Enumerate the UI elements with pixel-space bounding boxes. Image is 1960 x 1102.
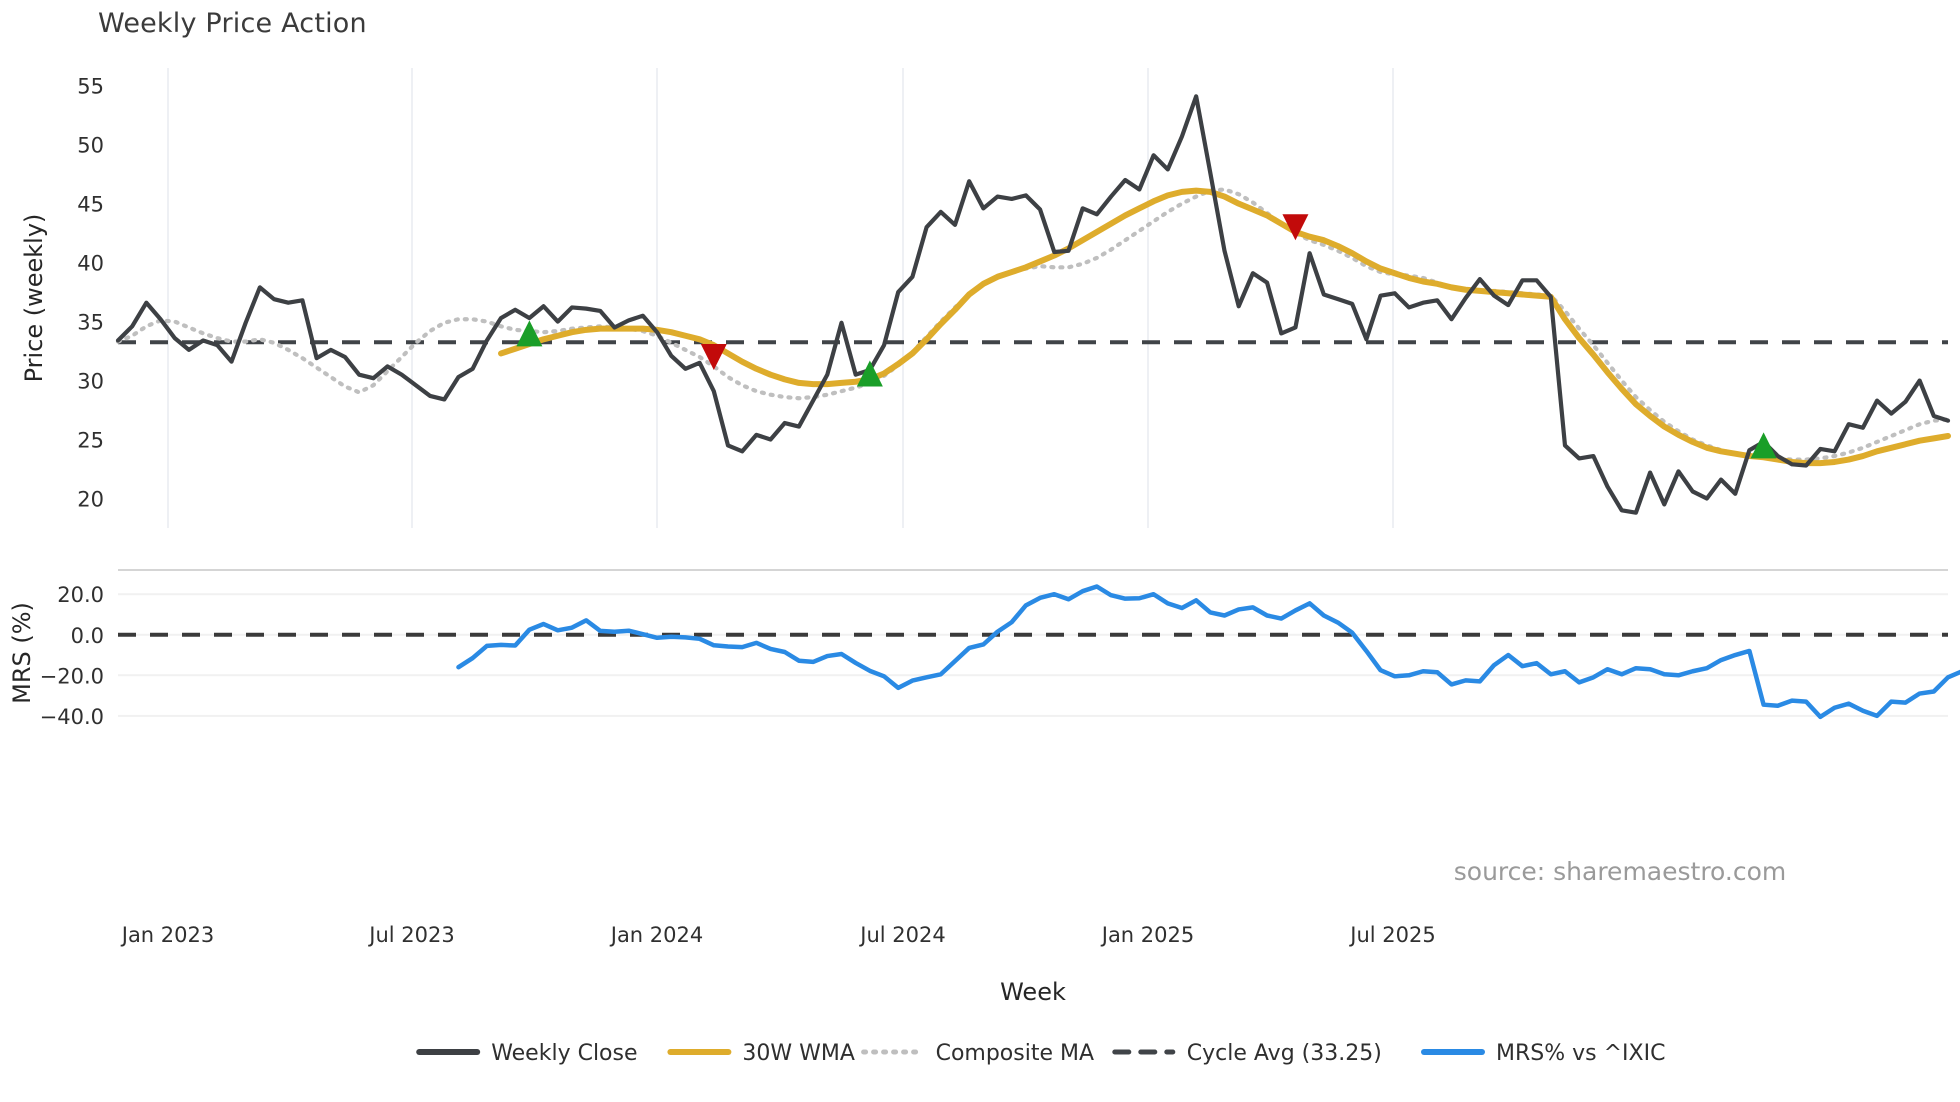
legend-label: Cycle Avg (33.25) [1187,1041,1382,1066]
legend-label: 30W WMA [742,1041,855,1066]
x-axis-title: Week [1000,978,1066,1006]
price-ytick-40: 40 [77,252,104,276]
legend-label: Weekly Close [491,1041,637,1066]
legend-item-30w-wma[interactable]: 30W WMA [667,1041,855,1066]
legend-item-weekly-close[interactable]: Weekly Close [416,1041,638,1066]
series-30w-wma [498,187,1951,467]
buy-marker-4 [1750,432,1777,459]
xtick-5: Jul 2025 [1348,923,1435,947]
legend-item-mrs-vs-ixic[interactable]: MRS% vs ^IXIC [1421,1041,1665,1066]
sell-marker-3 [1282,214,1309,241]
mrs-axis-title: MRS (%) [8,602,36,704]
price-ytick-55: 55 [77,75,104,99]
mrs-ytick-2: −20.0 [40,664,104,688]
buy-marker-2 [856,360,883,387]
series-mrs-pct-vs-ixic [456,584,1960,720]
buy-marker-0 [516,320,543,347]
series-weekly-close [115,94,1951,515]
legend-label: MRS% vs ^IXIC [1496,1041,1665,1066]
price-ytick-25: 25 [77,429,104,453]
xtick-4: Jan 2025 [1100,923,1195,947]
price-ytick-45: 45 [77,193,104,217]
xtick-0: Jan 2023 [120,923,215,947]
legend-item-composite-ma[interactable]: Composite MA [861,1041,1094,1066]
legend-label: Composite MA [936,1041,1094,1066]
watermark: source: sharemaestro.com [1454,857,1787,886]
sell-marker-1 [700,343,727,370]
series-composite-ma [115,187,1951,462]
xtick-2: Jan 2024 [609,923,704,947]
mrs-ytick-0: 20.0 [57,583,104,607]
price-ytick-30: 30 [77,370,104,394]
legend-item-cycle-avg-33-25-[interactable]: Cycle Avg (33.25) [1112,1041,1382,1066]
price-ytick-20: 20 [77,488,104,512]
xtick-3: Jul 2024 [858,923,945,947]
price-ytick-50: 50 [77,134,104,158]
xtick-1: Jul 2023 [367,923,454,947]
page-title: Weekly Price Action [98,8,367,39]
mrs-ytick-1: 0.0 [71,624,104,648]
price-axis-title: Price (weekly) [20,214,48,383]
mrs-ytick-3: −40.0 [40,705,104,729]
price-ytick-35: 35 [77,311,104,335]
